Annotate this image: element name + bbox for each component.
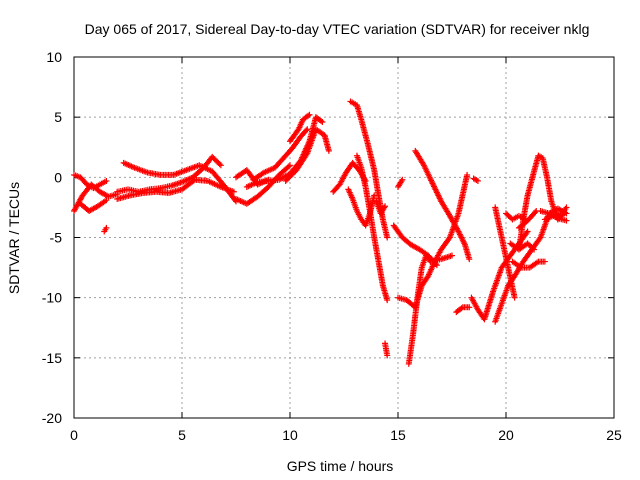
x-tick-label: 0 (70, 427, 78, 443)
x-axis-label: GPS time / hours (287, 458, 394, 474)
y-tick-label: -20 (42, 410, 62, 426)
data-point (382, 203, 389, 210)
trace-marker (303, 127, 310, 134)
chart-title: Day 065 of 2017, Sidereal Day-to-day VTE… (85, 21, 590, 37)
data-point (524, 228, 531, 235)
series-trace-6 (120, 159, 239, 205)
y-tick-label: 10 (46, 49, 62, 65)
data-point (433, 262, 440, 269)
data-point (511, 294, 518, 301)
trace-marker (529, 245, 536, 252)
y-tick-label: -10 (42, 290, 62, 306)
series-trace-27 (453, 304, 473, 316)
axis-ticks: 0 5 10 15 20 25 -20 -15 -10 -5 0 5 10 (42, 49, 622, 443)
series-trace-37 (537, 208, 570, 224)
data-point (103, 177, 110, 184)
series-trace-32 (507, 240, 538, 253)
data-point (466, 304, 473, 311)
series-trace-22 (405, 252, 434, 367)
data-point (464, 171, 471, 178)
series-trace-4 (101, 224, 110, 235)
series-trace-18 (373, 198, 389, 217)
y-tick-label: 0 (54, 169, 62, 185)
data-point (371, 192, 378, 199)
x-tick-label: 10 (282, 427, 298, 443)
data-point (217, 162, 224, 169)
x-tick-label: 20 (498, 427, 514, 443)
y-axis-label: SDTVAR / TECUs (6, 182, 22, 294)
trace-marker (523, 229, 530, 236)
x-tick-label: 25 (606, 427, 622, 443)
series-trace-35 (515, 152, 568, 253)
y-tick-label: 5 (54, 109, 62, 125)
data-point (563, 204, 570, 211)
trace-marker (318, 118, 325, 125)
trace-marker (285, 163, 292, 170)
trace-marker (458, 305, 465, 312)
x-tick-label: 5 (178, 427, 186, 443)
data-point (306, 111, 313, 118)
data-point (384, 297, 391, 304)
data-point (449, 252, 455, 259)
trace-marker (532, 209, 539, 216)
series-trace-2 (71, 181, 121, 215)
series-trace-11 (250, 126, 311, 183)
series-trace-34 (509, 258, 548, 271)
data-point (287, 162, 293, 169)
data-points (71, 98, 570, 367)
data-point (319, 118, 326, 125)
y-tick-label: -5 (50, 230, 63, 246)
data-point (474, 177, 481, 184)
data-point (541, 258, 548, 265)
series-trace-12 (282, 126, 332, 184)
series-trace-3 (77, 197, 110, 215)
data-point (466, 256, 473, 263)
series-trace-23 (412, 147, 473, 263)
series-trace-7 (114, 176, 237, 202)
trace-marker (216, 161, 223, 168)
data-point (531, 246, 538, 253)
series-trace-13 (287, 111, 313, 145)
series-trace-30 (492, 204, 518, 301)
data-point (103, 197, 110, 204)
data-point (563, 217, 570, 224)
trace-marker (305, 112, 312, 119)
series-trace-25 (427, 252, 455, 265)
series-trace-26 (470, 175, 481, 184)
data-point (399, 176, 406, 183)
data-point (230, 188, 237, 195)
y-tick-label: -15 (42, 350, 62, 366)
data-point (103, 224, 110, 231)
data-point (325, 147, 332, 154)
grid-lines (74, 57, 614, 418)
trace-marker (190, 177, 197, 184)
series-trace-8 (233, 162, 293, 207)
series-trace-20 (395, 176, 406, 190)
series-trace-16 (353, 152, 391, 304)
x-tick-label: 15 (390, 427, 406, 443)
data-point (384, 234, 391, 241)
series-trace-17 (345, 186, 378, 229)
series-trace-19 (382, 340, 391, 359)
data-point (304, 126, 311, 133)
data-point (384, 352, 391, 359)
